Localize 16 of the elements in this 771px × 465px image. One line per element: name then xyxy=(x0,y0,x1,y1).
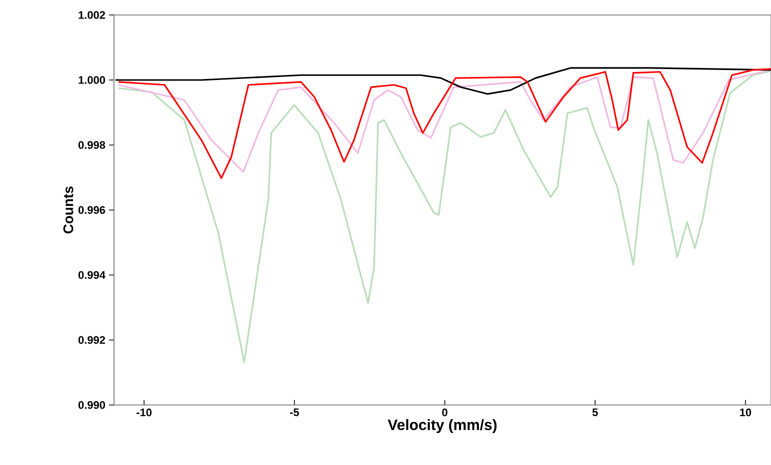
y-tick-label: 1.000 xyxy=(78,76,106,84)
x-tick-label: 10 xyxy=(740,408,752,416)
y-tick-label: 0.998 xyxy=(78,141,106,149)
x-tick-label: 0 xyxy=(442,408,448,416)
y-tick-label: 1.002 xyxy=(78,11,106,19)
line-series xyxy=(118,70,771,363)
x-tick-label: -5 xyxy=(290,408,299,416)
y-tick-label: 0.996 xyxy=(78,206,106,214)
x-tick-label: -10 xyxy=(136,408,152,416)
y-tick-label: 0.994 xyxy=(78,271,106,279)
y-tick-label: 0.992 xyxy=(78,336,106,344)
y-axis-title: Counts xyxy=(63,186,74,234)
x-axis-title: Velocity (mm/s) xyxy=(388,419,497,434)
line-series xyxy=(114,67,771,95)
y-tick-label: 0.990 xyxy=(78,401,106,409)
x-tick-label: 5 xyxy=(592,408,598,416)
